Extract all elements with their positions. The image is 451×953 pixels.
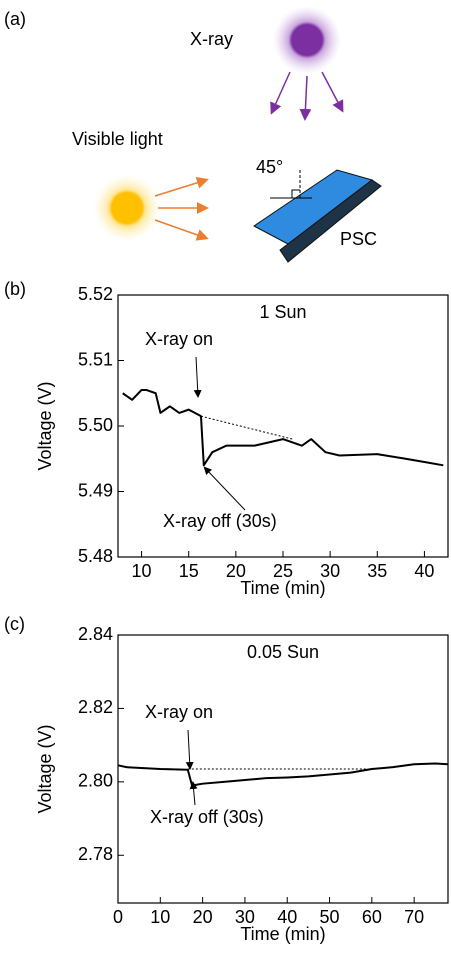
y-tick-label: 2.80 [78, 771, 113, 791]
reference-line [200, 415, 293, 440]
y-axis-label: Voltage (V) [35, 724, 55, 813]
x-tick-label: 30 [320, 561, 340, 581]
xray-label: X-ray [190, 29, 233, 49]
annotation: X-ray off (30s) [163, 511, 277, 531]
x-tick-label: 20 [193, 907, 213, 927]
xray-source [273, 6, 341, 74]
diagram: (a) X-ray Visible light 45° PSC [4, 6, 382, 263]
data-line [122, 388, 444, 467]
chart-title: 0.05 Sun [247, 642, 319, 662]
annotation: X-ray on [145, 702, 213, 722]
x-tick-label: 60 [362, 907, 382, 927]
panel-label: (c) [4, 614, 25, 634]
x-axis-label: Time (min) [240, 578, 325, 598]
y-tick-label: 5.49 [78, 480, 113, 500]
device-label: PSC [340, 229, 377, 249]
x-tick-label: 35 [367, 561, 387, 581]
y-tick-label: 5.50 [78, 415, 113, 435]
plot-frame [117, 634, 449, 904]
y-tick-label: 5.48 [78, 546, 113, 566]
annotation-arrow [185, 729, 194, 770]
angle-label: 45° [256, 157, 283, 177]
panel-label: (b) [4, 279, 26, 299]
y-tick-label: 5.52 [78, 284, 113, 304]
annotation: X-ray off (30s) [150, 807, 264, 827]
panel-label: (a) [4, 9, 26, 29]
chart: (c) 0 10 20 30 40 50 60 70 2.78 2.80 2.82 2.84 Time (… [4, 614, 449, 944]
data-line [117, 762, 449, 787]
psc-side [279, 179, 382, 263]
xray-arrows [270, 71, 344, 121]
x-tick-label: 20 [226, 561, 246, 581]
light-arrows [154, 176, 209, 241]
x-tick-label: 0 [113, 907, 123, 927]
visible-label: Visible light [72, 129, 163, 149]
x-tick-label: 10 [150, 907, 170, 927]
x-tick-label: 30 [235, 907, 255, 927]
x-tick-label: 25 [273, 561, 293, 581]
x-tick-label: 40 [277, 907, 297, 927]
annotation: X-ray on [145, 329, 213, 349]
y-tick-label: 5.51 [78, 349, 113, 369]
sun [93, 174, 161, 242]
annotation-arrow [193, 356, 202, 398]
x-tick-label: 40 [414, 561, 434, 581]
y-tick-label: 2.82 [78, 697, 113, 717]
chart-title: 1 Sun [259, 302, 306, 322]
y-tick-label: 2.84 [78, 624, 113, 644]
x-tick-label: 15 [179, 561, 199, 581]
x-tick-label: 70 [404, 907, 424, 927]
chart: (b) 10 15 20 25 30 35 40 5.48 5.49 5.50 5.51 5.52 Tim… [4, 279, 449, 598]
y-tick-label: 2.78 [78, 844, 113, 864]
x-tick-label: 50 [320, 907, 340, 927]
annotation-arrow [189, 781, 198, 806]
annotation-arrow [203, 466, 246, 511]
x-tick-label: 10 [132, 561, 152, 581]
angle-marks [270, 170, 312, 199]
y-axis-label: Voltage (V) [35, 381, 55, 470]
x-axis-label: Time (min) [240, 924, 325, 944]
